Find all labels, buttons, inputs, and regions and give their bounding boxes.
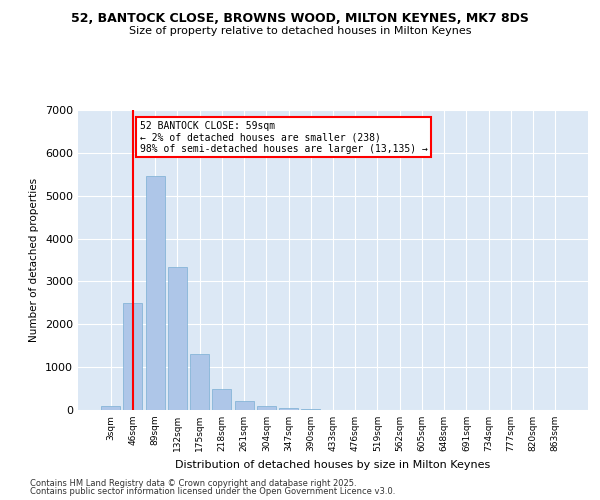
Bar bbox=[124, 303, 142, 410]
Bar bbox=[257, 406, 276, 410]
Bar bbox=[279, 408, 298, 410]
Y-axis label: Number of detached properties: Number of detached properties bbox=[29, 178, 40, 342]
Bar bbox=[235, 400, 254, 410]
Text: Contains HM Land Registry data © Crown copyright and database right 2025.: Contains HM Land Registry data © Crown c… bbox=[30, 478, 356, 488]
Text: Size of property relative to detached houses in Milton Keynes: Size of property relative to detached ho… bbox=[129, 26, 471, 36]
Text: Contains public sector information licensed under the Open Government Licence v3: Contains public sector information licen… bbox=[30, 487, 395, 496]
Bar bbox=[301, 408, 320, 410]
Bar bbox=[146, 176, 164, 410]
X-axis label: Distribution of detached houses by size in Milton Keynes: Distribution of detached houses by size … bbox=[175, 460, 491, 469]
Bar bbox=[101, 406, 120, 410]
Bar bbox=[190, 354, 209, 410]
Bar bbox=[212, 390, 231, 410]
Text: 52, BANTOCK CLOSE, BROWNS WOOD, MILTON KEYNES, MK7 8DS: 52, BANTOCK CLOSE, BROWNS WOOD, MILTON K… bbox=[71, 12, 529, 26]
Text: 52 BANTOCK CLOSE: 59sqm
← 2% of detached houses are smaller (238)
98% of semi-de: 52 BANTOCK CLOSE: 59sqm ← 2% of detached… bbox=[140, 120, 427, 154]
Bar bbox=[168, 268, 187, 410]
